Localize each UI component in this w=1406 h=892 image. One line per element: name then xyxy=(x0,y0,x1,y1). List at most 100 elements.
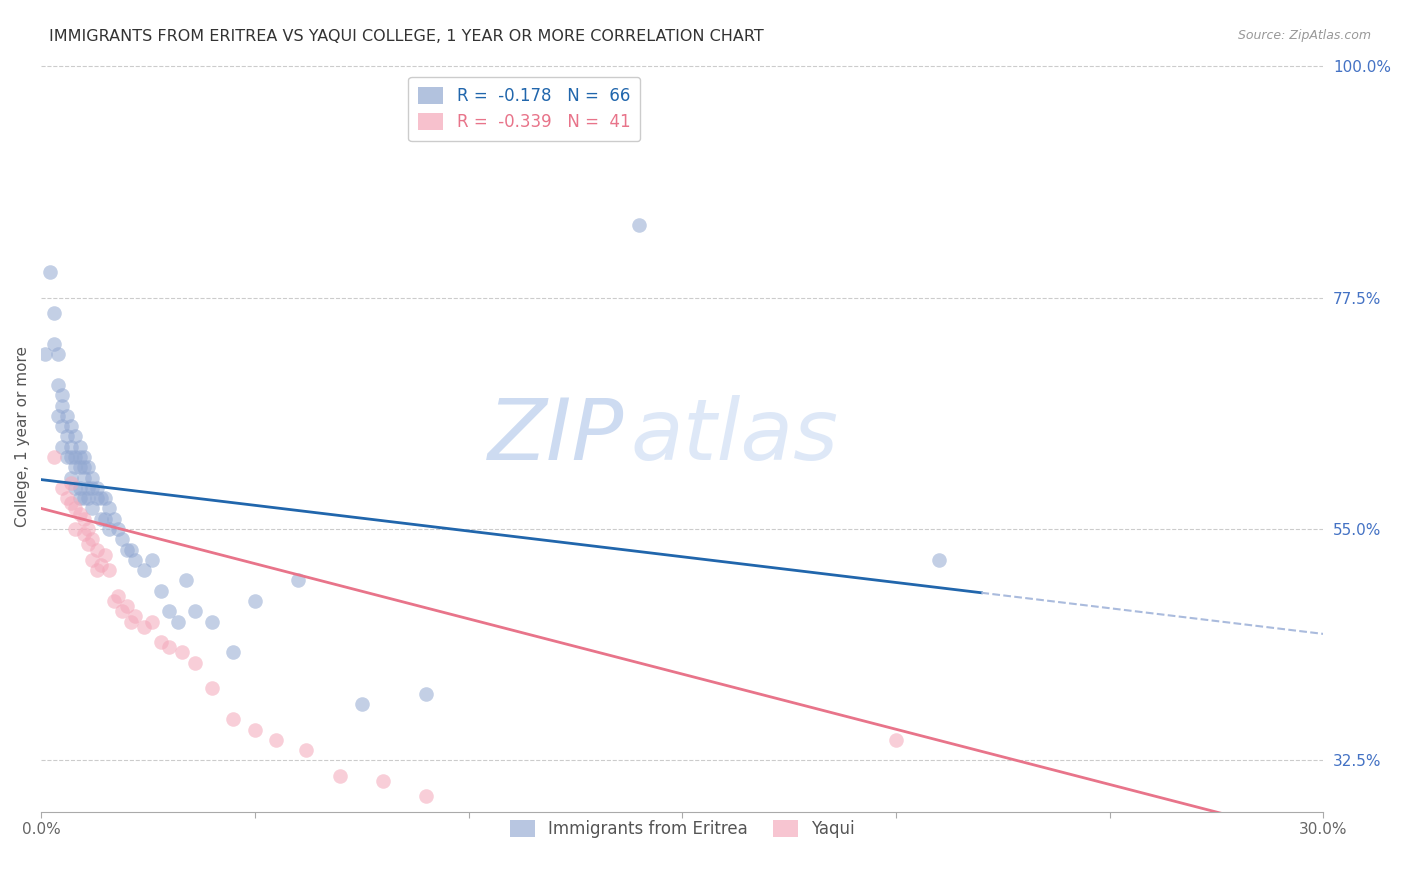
Point xyxy=(55,491,77,505)
Point xyxy=(120,542,142,557)
Point xyxy=(98,563,121,577)
Point xyxy=(69,491,91,505)
Point xyxy=(55,450,77,464)
Point xyxy=(38,265,60,279)
Point xyxy=(157,604,180,618)
Point xyxy=(65,450,87,464)
Point xyxy=(77,460,100,475)
Point xyxy=(415,789,437,804)
Point xyxy=(243,594,266,608)
Point xyxy=(103,594,125,608)
Point xyxy=(73,527,96,541)
Point xyxy=(65,429,87,443)
Legend: Immigrants from Eritrea, Yaqui: Immigrants from Eritrea, Yaqui xyxy=(503,814,862,845)
Point xyxy=(65,522,87,536)
Point xyxy=(149,583,172,598)
Point xyxy=(107,589,129,603)
Point xyxy=(42,306,65,320)
Point xyxy=(51,440,73,454)
Point xyxy=(115,599,138,614)
Point xyxy=(201,681,224,696)
Point xyxy=(287,574,309,588)
Point xyxy=(77,491,100,505)
Point xyxy=(65,460,87,475)
Point xyxy=(167,615,190,629)
Point xyxy=(132,563,155,577)
Point xyxy=(1163,825,1185,839)
Point xyxy=(184,656,207,670)
Point xyxy=(90,558,112,572)
Point xyxy=(46,378,69,392)
Point xyxy=(90,491,112,505)
Point xyxy=(172,645,194,659)
Point xyxy=(222,712,245,726)
Point xyxy=(65,501,87,516)
Point xyxy=(884,732,907,747)
Point xyxy=(149,635,172,649)
Point xyxy=(111,604,134,618)
Point xyxy=(73,511,96,525)
Point xyxy=(86,542,108,557)
Point xyxy=(928,553,950,567)
Point xyxy=(350,697,373,711)
Text: IMMIGRANTS FROM ERITREA VS YAQUI COLLEGE, 1 YEAR OR MORE CORRELATION CHART: IMMIGRANTS FROM ERITREA VS YAQUI COLLEGE… xyxy=(49,29,763,44)
Point xyxy=(82,481,104,495)
Point xyxy=(34,347,56,361)
Point xyxy=(86,481,108,495)
Point xyxy=(141,553,163,567)
Point xyxy=(94,491,117,505)
Point xyxy=(69,507,91,521)
Point xyxy=(60,496,83,510)
Point xyxy=(60,450,83,464)
Point xyxy=(69,440,91,454)
Point xyxy=(98,522,121,536)
Point xyxy=(90,511,112,525)
Point xyxy=(415,687,437,701)
Point xyxy=(141,615,163,629)
Point xyxy=(42,336,65,351)
Point xyxy=(46,409,69,423)
Point xyxy=(51,481,73,495)
Point xyxy=(86,491,108,505)
Point xyxy=(107,522,129,536)
Point xyxy=(60,440,83,454)
Point xyxy=(124,609,146,624)
Point xyxy=(77,537,100,551)
Point xyxy=(111,533,134,547)
Point xyxy=(628,219,651,233)
Point xyxy=(82,553,104,567)
Point xyxy=(82,470,104,484)
Point xyxy=(98,501,121,516)
Text: atlas: atlas xyxy=(631,395,839,478)
Point xyxy=(115,542,138,557)
Point xyxy=(51,419,73,434)
Point xyxy=(73,460,96,475)
Point xyxy=(184,604,207,618)
Point xyxy=(69,481,91,495)
Point xyxy=(222,645,245,659)
Point xyxy=(69,460,91,475)
Point xyxy=(60,475,83,490)
Point xyxy=(103,511,125,525)
Point xyxy=(55,429,77,443)
Point xyxy=(55,409,77,423)
Point xyxy=(329,769,352,783)
Point xyxy=(42,450,65,464)
Point xyxy=(73,491,96,505)
Point xyxy=(176,574,198,588)
Point xyxy=(60,470,83,484)
Point xyxy=(73,450,96,464)
Point xyxy=(51,399,73,413)
Y-axis label: College, 1 year or more: College, 1 year or more xyxy=(15,346,30,527)
Point xyxy=(51,388,73,402)
Point xyxy=(132,620,155,634)
Point xyxy=(295,743,318,757)
Point xyxy=(73,470,96,484)
Point xyxy=(243,723,266,737)
Text: Source: ZipAtlas.com: Source: ZipAtlas.com xyxy=(1237,29,1371,42)
Point xyxy=(69,450,91,464)
Point xyxy=(124,553,146,567)
Point xyxy=(371,774,394,789)
Point xyxy=(46,347,69,361)
Point xyxy=(94,511,117,525)
